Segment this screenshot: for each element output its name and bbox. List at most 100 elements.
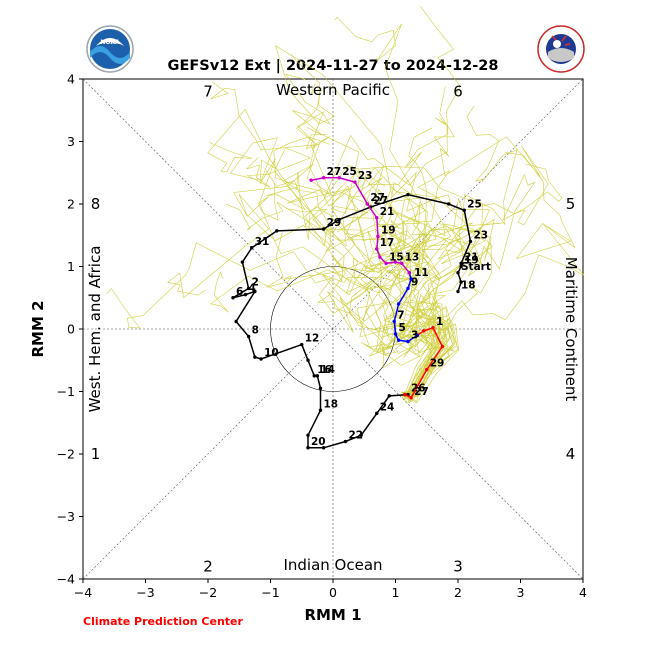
region-left: West. Hem. and Africa (86, 246, 104, 413)
y-tick-label: 2 (67, 197, 75, 212)
observed-track-day-label: 27 (374, 195, 389, 207)
phase-number-5: 5 (566, 195, 576, 213)
forecast-blue-track-day-label: 11 (414, 267, 429, 279)
forecast-magenta-track-point (378, 255, 382, 259)
y-tick-label: 4 (67, 72, 75, 87)
forecast-magenta-track-day-label: 13 (405, 251, 420, 263)
forecast-red-track-point (431, 326, 435, 330)
observed-track-point (459, 261, 463, 266)
forecast-magenta-track-point (375, 247, 379, 251)
ensemble-member-line (316, 255, 450, 396)
forecast-blue-track-day-label: 7 (397, 310, 404, 322)
observed-track-point (259, 357, 263, 361)
forecast-magenta-track-point (400, 261, 404, 266)
forecast-magenta-track-point (337, 176, 341, 180)
observed-track-day-label: 23 (474, 230, 489, 242)
chart-title: GEFSv12 Ext | 2024-11-27 to 2024-12-28 (168, 58, 499, 74)
observed-track-point (246, 334, 251, 339)
forecast-red-track-point (403, 392, 407, 397)
forecast-magenta-track-point (407, 271, 411, 275)
y-tick-label: −1 (57, 384, 75, 399)
x-tick-label: −4 (74, 585, 92, 600)
y-tick-label: −2 (57, 447, 75, 462)
x-tick-label: −1 (261, 585, 279, 600)
observed-track-point (300, 342, 304, 347)
phase-number-1: 1 (91, 445, 101, 463)
forecast-blue-track-point (392, 319, 396, 324)
forecast-blue-track-day-label: 9 (411, 276, 418, 288)
ensemble-member-line (407, 218, 504, 396)
y-axis-ticks: −4 −3 −2 −1 0 1 2 3 4 (57, 72, 83, 587)
observed-track-day-label: 10 (264, 347, 279, 359)
forecast-red-track-day-label: 29 (430, 358, 445, 370)
ensemble-member-line (285, 73, 450, 401)
forecast-magenta-track-day-label: 25 (342, 166, 357, 178)
observed-track-point (375, 411, 379, 416)
ensemble-member-line (363, 6, 461, 396)
observed-track-point (468, 239, 473, 244)
forecast-magenta-track-point (321, 176, 326, 180)
ensemble-member-line (246, 147, 461, 396)
svg-text:NOAA: NOAA (100, 39, 120, 46)
phase-number-8: 8 (91, 195, 101, 213)
observed-track-point (250, 246, 254, 250)
observed-track-point (459, 280, 463, 284)
observed-track-point (318, 386, 323, 391)
observed-track-point (306, 358, 310, 362)
observed-track-point (406, 192, 410, 197)
forecast-magenta-track-day-label: 19 (381, 225, 396, 237)
ensemble-member-line (401, 105, 518, 394)
observed-track-point (240, 260, 245, 264)
y-tick-label: 3 (67, 134, 75, 149)
observed-track-point (253, 289, 257, 294)
forecast-magenta-track-point (353, 180, 357, 184)
forecast-blue-track-point (406, 339, 410, 344)
phase-number-2: 2 (203, 558, 213, 576)
observed-track-point (234, 319, 238, 324)
y-tick-label: −3 (57, 509, 75, 524)
forecast-red-track-day-label: 1 (436, 316, 443, 328)
observed-track-point (462, 208, 466, 212)
observed-track-point (253, 355, 257, 359)
x-tick-label: 4 (579, 585, 587, 600)
observed-track-point (446, 202, 451, 206)
region-top: Western Pacific (276, 81, 390, 99)
forecast-magenta-track-day-label: 17 (380, 237, 395, 249)
forecast-red-track-point (425, 367, 429, 372)
forecast-blue-track-day-label: 5 (399, 322, 406, 334)
observed-track-point (312, 374, 316, 378)
forecast-magenta-track-point (376, 234, 380, 239)
y-tick-label: 1 (67, 259, 75, 274)
credit-text: Climate Prediction Center (83, 615, 243, 628)
phase-number-6: 6 (453, 83, 463, 101)
forecast-red-track-day-label: 27 (414, 386, 429, 398)
observed-track-day-label: 18 (324, 398, 339, 410)
observed-track-day-label: 8 (252, 325, 259, 337)
forecast-magenta-track-day-label: 23 (358, 170, 373, 182)
observed-track-day-label: 12 (305, 333, 320, 345)
observed-track-day-label: 19 (464, 255, 479, 267)
ensemble-member-line (304, 117, 454, 402)
forecast-blue-track-point (393, 332, 398, 336)
forecast-blue-track-point (409, 277, 413, 281)
observed-track-point (275, 229, 279, 233)
x-tick-label: 0 (329, 585, 337, 600)
observed-track-point (337, 217, 341, 222)
observed-track-point (315, 374, 320, 378)
observed-track-day-label: 24 (380, 401, 395, 413)
observed-track-line (232, 193, 472, 449)
observed-track-day-label: 29 (327, 217, 342, 229)
y-tick-label: −4 (57, 572, 75, 587)
forecast-magenta-track-point (365, 202, 370, 206)
forecast-magenta-track-day-label: 27 (327, 166, 342, 178)
forecast-red-track-point (440, 344, 445, 349)
phase-number-3: 3 (453, 558, 463, 576)
observed-track-day-label: 2 (252, 276, 259, 288)
observed-track-point (343, 439, 348, 444)
ensemble-member-line (305, 134, 437, 396)
region-bottom: Indian Ocean (283, 556, 382, 574)
ensemble-member-line (304, 174, 439, 398)
